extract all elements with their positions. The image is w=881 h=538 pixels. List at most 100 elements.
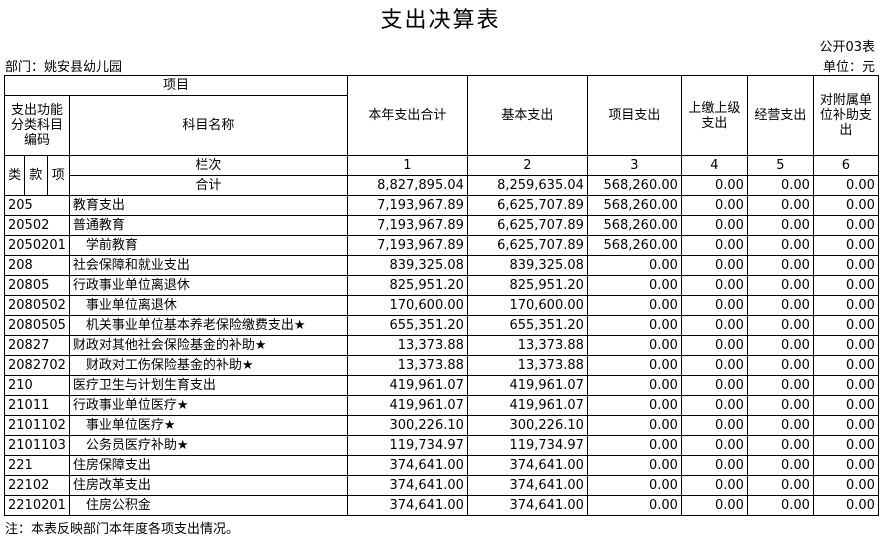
department: 部门：姚安县幼儿园: [5, 60, 123, 75]
amount: 419,961.07: [346, 375, 468, 396]
code: 20827: [4, 335, 70, 356]
row: 205 教育支出 7,193,967.89 6,625,707.89 568,260.0…: [4, 195, 879, 216]
amount: 0.00: [746, 475, 814, 496]
row: 208 社会保障和就业支出 839,325.08 839,325.08 0.00 0.00…: [4, 255, 879, 276]
subject-name: 普通教育: [68, 215, 348, 236]
amount: 0.00: [680, 335, 748, 356]
title: 支出决算表: [380, 8, 501, 33]
amount: 0.00: [586, 455, 682, 476]
header-cell: 上缴上级支出: [680, 75, 748, 156]
column-number: 3: [586, 155, 682, 176]
amount: 0.00: [746, 395, 814, 416]
amount: 7,193,967.89: [346, 215, 468, 236]
subject-name: 教育支出: [68, 195, 348, 216]
amount: 0.00: [746, 235, 814, 256]
sum-value: 0.00: [680, 175, 748, 196]
code: 2101103: [4, 435, 70, 456]
subject-name: 公务员医疗补助★: [68, 435, 348, 456]
amount: 0.00: [812, 475, 879, 496]
subject-name: 机关事业单位基本养老保险缴费支出★: [68, 315, 348, 336]
header-cell: 本年支出合计: [346, 75, 468, 156]
header-cell: 经营支出: [746, 75, 814, 156]
header-cell: 支出功能分类科目编码: [4, 95, 70, 156]
amount: 0.00: [812, 335, 879, 356]
amount: 0.00: [812, 195, 879, 216]
subject-name: 行政事业单位医疗★: [68, 395, 348, 416]
amount: 0.00: [680, 395, 748, 416]
subject-name: 财政对其他社会保险基金的补助★: [68, 335, 348, 356]
amount: 0.00: [586, 475, 682, 496]
amount: 655,351.20: [346, 315, 468, 336]
amount: 13,373.88: [466, 355, 588, 376]
amount: 0.00: [812, 295, 879, 316]
amount: 0.00: [746, 455, 814, 476]
amount: 0.00: [586, 255, 682, 276]
row: 20502 普通教育 7,193,967.89 6,625,707.89 568,260…: [4, 215, 879, 236]
amount: 0.00: [812, 355, 879, 376]
amount: 0.00: [812, 455, 879, 476]
amount: 0.00: [812, 235, 879, 256]
amount: 0.00: [812, 395, 879, 416]
amount: 300,226.10: [466, 415, 588, 436]
subject-name: 住房保障支出: [68, 455, 348, 476]
amount: 839,325.08: [466, 255, 588, 276]
note: 注：本表反映部门本年度各项支出情况。: [5, 522, 240, 537]
sum-value: 568,260.00: [586, 175, 682, 196]
amount: 7,193,967.89: [346, 195, 468, 216]
amount: 0.00: [812, 315, 879, 336]
sum-value: 0.00: [812, 175, 879, 196]
amount: 0.00: [812, 435, 879, 456]
subject-name: 医疗卫生与计划生育支出: [68, 375, 348, 396]
amount: 13,373.88: [466, 335, 588, 356]
amount: 0.00: [586, 495, 682, 516]
code: 210: [4, 375, 70, 396]
row: 20805 行政事业单位离退休 825,951.20 825,951.20 0.00 0.…: [4, 275, 879, 296]
code: 22102: [4, 475, 70, 496]
amount: 0.00: [586, 435, 682, 456]
amount: 374,641.00: [466, 455, 588, 476]
amount: 374,641.00: [346, 495, 468, 516]
row: 2101102 事业单位医疗★ 300,226.10 300,226.10 0.00 0.…: [4, 415, 879, 436]
code: 21011: [4, 395, 70, 416]
amount: 0.00: [586, 355, 682, 376]
amount: 119,734.97: [466, 435, 588, 456]
column-number: 4: [680, 155, 748, 176]
amount: 374,641.00: [346, 475, 468, 496]
code: 208: [4, 255, 70, 276]
header-cell: 项目: [4, 75, 348, 96]
row: 2101103 公务员医疗补助★ 119,734.97 119,734.97 0.00 0…: [4, 435, 879, 456]
amount: 170,600.00: [466, 295, 588, 316]
subject-name: 学前教育: [68, 235, 348, 256]
code: 20805: [4, 275, 70, 296]
code: 205: [4, 195, 70, 216]
amount: 0.00: [586, 335, 682, 356]
amount: 0.00: [586, 375, 682, 396]
amount: 0.00: [680, 495, 748, 516]
amount: 0.00: [746, 355, 814, 376]
amount: 0.00: [586, 415, 682, 436]
code: 2082702: [4, 355, 70, 376]
amount: 0.00: [812, 415, 879, 436]
column-number: 1: [346, 155, 468, 176]
amount: 0.00: [812, 275, 879, 296]
header-cell: 基本支出: [466, 75, 588, 156]
amount: 0.00: [812, 495, 879, 516]
column-number: 5: [746, 155, 814, 176]
amount: 300,226.10: [346, 415, 468, 436]
amount: 0.00: [746, 315, 814, 336]
column-number: 2: [466, 155, 588, 176]
amount: 13,373.88: [346, 335, 468, 356]
header-cell: 栏次: [68, 155, 348, 176]
header-cell: 项: [46, 155, 70, 196]
subject-name: 事业单位医疗★: [68, 415, 348, 436]
amount: 0.00: [680, 235, 748, 256]
code: 2101102: [4, 415, 70, 436]
amount: 374,641.00: [346, 455, 468, 476]
header-cell: 款: [24, 155, 48, 196]
amount: 0.00: [746, 415, 814, 436]
amount: 0.00: [746, 195, 814, 216]
subject-name: 行政事业单位离退休: [68, 275, 348, 296]
amount: 568,260.00: [586, 235, 682, 256]
row: 2210201 住房公积金 374,641.00 374,641.00 0.00 0.00…: [4, 495, 879, 516]
